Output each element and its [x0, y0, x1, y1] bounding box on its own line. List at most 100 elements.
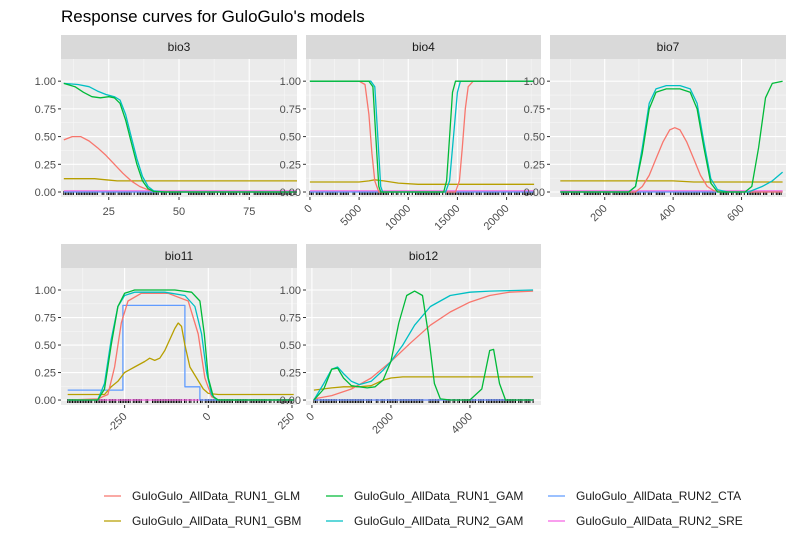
series-line — [560, 127, 783, 193]
facet-strip-label: bio12 — [409, 249, 439, 263]
legend-label: GuloGulo_AllData_RUN1_GBM — [132, 514, 301, 528]
legend-item: GuloGulo_AllData_RUN2_CTA — [548, 489, 741, 503]
series-line — [560, 84, 784, 193]
curves — [309, 80, 535, 193]
y-tick-label: 0.00 — [524, 187, 545, 199]
y-tick-label: 0.00 — [280, 187, 301, 199]
legend-item: GuloGulo_AllData_RUN1_GBM — [104, 514, 301, 528]
facet-strip — [306, 35, 541, 59]
series-line — [313, 289, 534, 401]
plot-background — [306, 268, 541, 405]
facet-strip — [550, 35, 786, 59]
y-tick-label: 1.00 — [524, 76, 545, 88]
series-line — [67, 322, 294, 396]
curves — [313, 289, 534, 401]
y-tick-label: 0.50 — [35, 340, 56, 352]
x-tick-label: 20000 — [482, 203, 512, 233]
curves — [560, 80, 784, 193]
y-tick-label: 0.25 — [35, 368, 56, 380]
plot-background — [61, 268, 297, 405]
y-tick-label: 0.75 — [280, 313, 301, 325]
y-tick-label: 1.00 — [280, 285, 301, 297]
y-tick-label: 0.75 — [524, 104, 545, 116]
series-line — [309, 80, 535, 193]
curves — [63, 82, 297, 193]
rug-marks — [63, 191, 297, 195]
y-tick-label: 0.00 — [35, 187, 56, 199]
x-tick-label: 200 — [588, 203, 609, 224]
series-line — [67, 291, 294, 401]
facet-strip-label: bio3 — [168, 40, 191, 54]
y-tick-label: 0.75 — [35, 104, 56, 116]
series-line — [63, 82, 297, 193]
legend-label: GuloGulo_AllData_RUN1_GAM — [354, 489, 523, 503]
x-tick-label: 4000 — [449, 411, 475, 437]
rug-marks — [309, 191, 535, 195]
legend-item: GuloGulo_AllData_RUN2_GAM — [326, 514, 523, 528]
facet-strip-label: bio7 — [657, 40, 680, 54]
x-tick-label: 0 — [302, 203, 315, 216]
legend-label: GuloGulo_AllData_RUN2_CTA — [576, 489, 741, 503]
legend-label: GuloGulo_AllData_RUN1_GLM — [132, 489, 300, 503]
x-tick-label: -250 — [106, 411, 130, 435]
y-tick-label: 0.25 — [280, 159, 301, 171]
x-tick-label: 25 — [103, 206, 115, 218]
x-tick-label: 0 — [304, 411, 317, 424]
plot-background — [306, 59, 541, 197]
facet-bio11: bio11 0.00 0.25 0.50 0.75 1.00 -250 0 250 — [35, 244, 297, 435]
series-line — [63, 82, 297, 193]
y-tick-label: 0.00 — [35, 395, 56, 407]
x-tick-label: 10000 — [383, 203, 413, 233]
y-tick-label: 0.75 — [280, 104, 301, 116]
y-tick-label: 0.50 — [524, 132, 545, 144]
curves — [67, 289, 294, 401]
facet-strip-label: bio11 — [165, 249, 194, 263]
series-line — [313, 290, 534, 400]
x-tick-label: 75 — [243, 206, 255, 218]
series-line — [560, 80, 783, 193]
y-tick-label: 0.50 — [280, 340, 301, 352]
facet-panels: bio3 0.00 0.25 0.50 0.75 1.00 25 50 75 bio4 0.00 0.… — [35, 35, 786, 436]
rug-marks — [67, 399, 293, 403]
x-tick-label: 15000 — [432, 203, 462, 233]
x-tick-label: 250 — [276, 411, 297, 432]
series-line — [63, 178, 297, 182]
x-tick-label: 0 — [201, 411, 214, 424]
facet-strip-label: bio4 — [412, 40, 435, 54]
y-tick-label: 0.50 — [280, 132, 301, 144]
series-line — [309, 179, 535, 185]
y-tick-label: 0.50 — [35, 132, 56, 144]
series-line — [67, 289, 294, 401]
rug-marks — [313, 399, 534, 403]
series-line — [560, 180, 783, 183]
series-line — [67, 292, 294, 401]
facet-bio12: bio12 0.00 0.25 0.50 0.75 1.00 0 2000 4000 — [280, 244, 541, 436]
y-tick-label: 1.00 — [280, 76, 301, 88]
y-tick-label: 1.00 — [35, 285, 56, 297]
legend-item: GuloGulo_AllData_RUN2_SRE — [548, 514, 743, 528]
x-tick-label: 50 — [173, 206, 185, 218]
chart-title: Response curves for GuloGulo's models — [61, 7, 365, 26]
legend-item: GuloGulo_AllData_RUN1_GAM — [326, 489, 523, 503]
y-tick-label: 0.25 — [280, 368, 301, 380]
facet-bio3: bio3 0.00 0.25 0.50 0.75 1.00 25 50 75 — [35, 35, 297, 218]
y-tick-label: 0.75 — [35, 313, 56, 325]
facet-strip — [61, 35, 297, 59]
x-tick-label: 5000 — [338, 203, 364, 229]
facet-bio4: bio4 0.00 0.25 0.50 0.75 1.00 0 5000 10000 15000 2… — [280, 35, 541, 233]
legend-item: GuloGulo_AllData_RUN1_GLM — [104, 489, 300, 503]
facet-strip — [306, 244, 541, 268]
facet-strip — [61, 244, 297, 268]
x-tick-label: 600 — [725, 203, 746, 224]
series-line — [313, 290, 534, 401]
legend: GuloGulo_AllData_RUN1_GLM GuloGulo_AllDat… — [104, 489, 743, 528]
x-tick-label: 2000 — [370, 411, 396, 437]
legend-label: GuloGulo_AllData_RUN2_GAM — [354, 514, 523, 528]
facet-bio7: bio7 0.00 0.25 0.50 0.75 1.00 200 400 600 — [524, 35, 786, 224]
legend-label: GuloGulo_AllData_RUN2_SRE — [576, 514, 743, 528]
y-tick-label: 0.25 — [524, 159, 545, 171]
y-tick-label: 0.00 — [280, 395, 301, 407]
plot-background — [550, 59, 786, 197]
x-tick-label: 400 — [657, 203, 678, 224]
